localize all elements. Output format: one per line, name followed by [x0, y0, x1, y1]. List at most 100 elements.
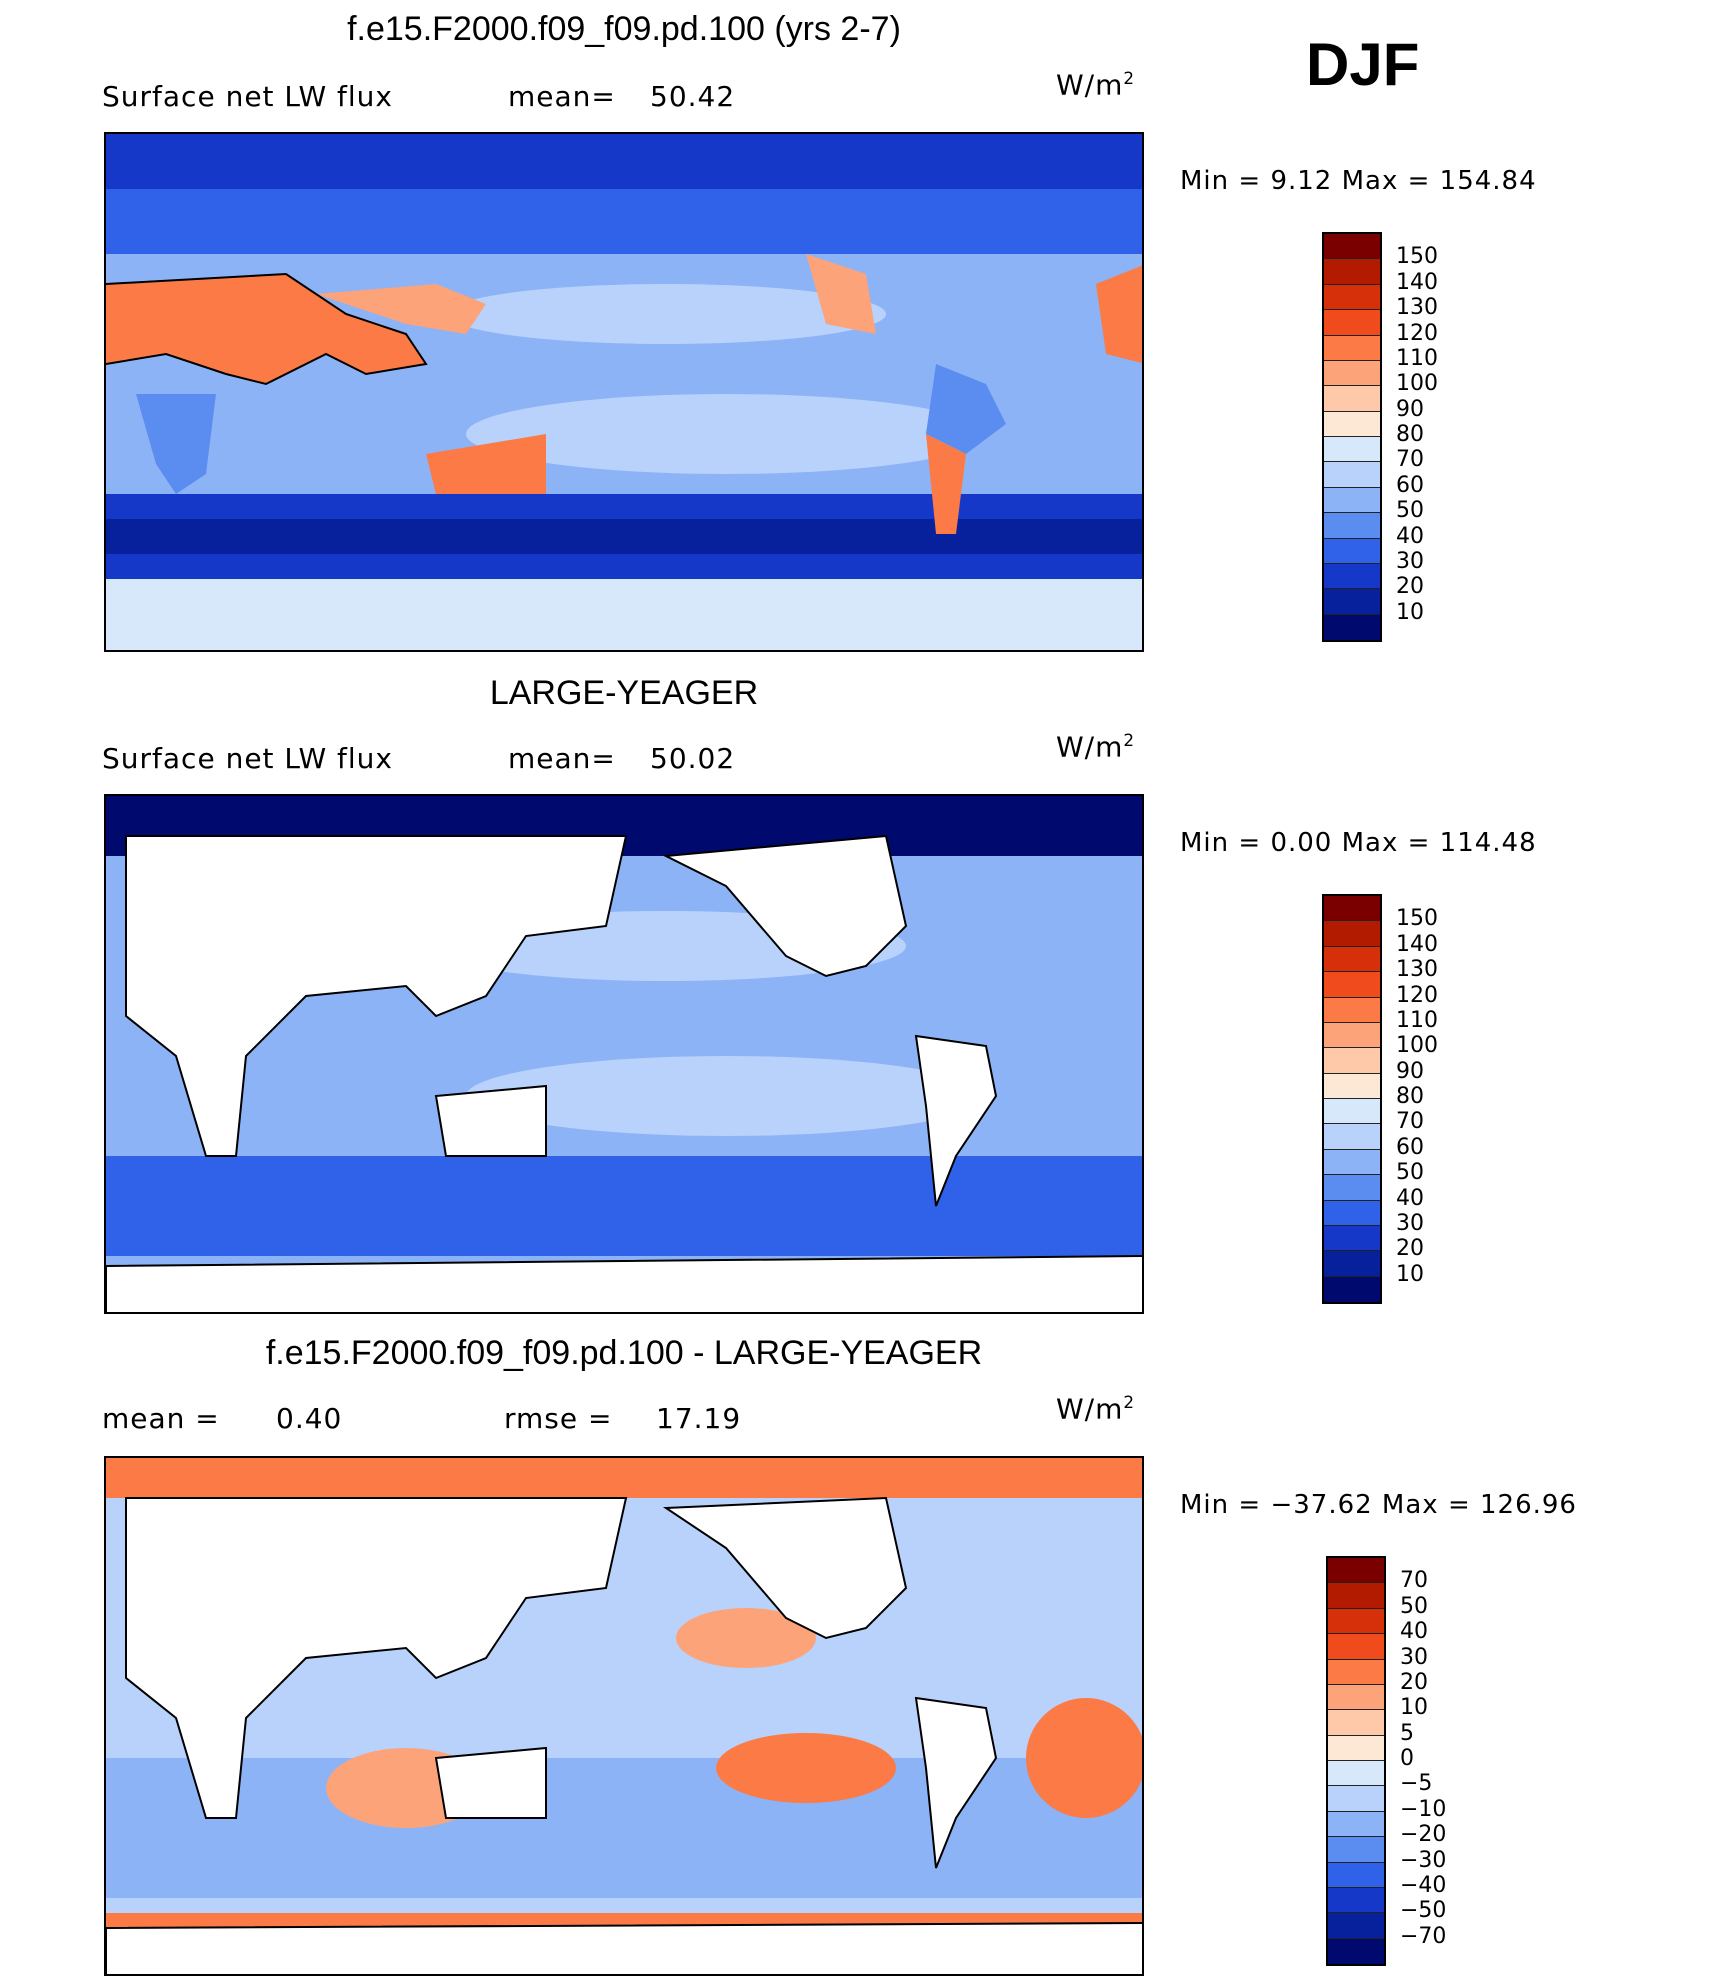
panel-3-colorbar — [1326, 1556, 1386, 1966]
asia-warm-region — [316, 284, 486, 334]
colorbar-swatch — [1328, 1558, 1384, 1584]
colorbar-swatch — [1324, 563, 1380, 590]
colorbar-swatch — [1328, 1837, 1384, 1863]
colorbar-tick-label: 140 — [1396, 931, 1438, 957]
north-pacific-positive — [676, 1608, 816, 1668]
colorbar-tick-label: 60 — [1396, 1134, 1424, 1160]
panel-1-variable-label: Surface net LW flux — [102, 80, 393, 113]
north-america-west — [806, 254, 876, 334]
colorbar-tick-label: 120 — [1396, 320, 1438, 346]
colorbar-swatch — [1328, 1608, 1384, 1635]
colorbar-swatch — [1324, 589, 1380, 615]
colorbar-tick-label: 20 — [1396, 574, 1424, 600]
colorbar-tick-label: −5 — [1400, 1771, 1433, 1797]
panel-2-units-exp: 2 — [1123, 730, 1136, 750]
colorbar-tick-label: 90 — [1396, 1058, 1424, 1084]
panel-2-variable-label: Surface net LW flux — [102, 742, 393, 775]
panel-2-mean-value: 50.02 — [650, 742, 736, 775]
colorbar-tick-label: 30 — [1396, 1210, 1424, 1236]
colorbar-tick-label: 110 — [1396, 1007, 1438, 1033]
south-america-tropics — [926, 364, 1006, 454]
colorbar-swatch — [1324, 1225, 1380, 1252]
panel-1-mean-label: mean= — [508, 80, 616, 113]
colorbar-swatch — [1324, 946, 1380, 973]
colorbar-tick-label: −70 — [1400, 1923, 1447, 1949]
colorbar-swatch — [1328, 1913, 1384, 1939]
colorbar-swatch — [1324, 437, 1380, 463]
panel-1-map — [104, 132, 1144, 652]
colorbar-swatch — [1324, 1048, 1380, 1074]
panel-3-rmse-label: rmse = — [504, 1402, 613, 1435]
panel-2-colorbar — [1322, 894, 1382, 1304]
colorbar-swatch — [1328, 1684, 1384, 1711]
colorbar-tick-label: 5 — [1400, 1720, 1414, 1746]
colorbar-swatch — [1328, 1761, 1384, 1787]
colorbar-swatch — [1324, 284, 1380, 311]
south-pacific-band — [466, 394, 986, 474]
colorbar-swatch — [1328, 1583, 1384, 1609]
colorbar-tick-label: 20 — [1396, 1236, 1424, 1262]
colorbar-tick-label: −10 — [1400, 1796, 1447, 1822]
colorbar-swatch — [1324, 997, 1380, 1023]
panel-3-min-max: Min = −37.62 Max = 126.96 — [1180, 1490, 1577, 1520]
panel-3-map — [104, 1456, 1144, 1976]
colorbar-swatch — [1324, 310, 1380, 336]
colorbar-swatch — [1324, 1276, 1380, 1302]
colorbar-tick-label: 140 — [1396, 269, 1438, 295]
panel-2-units-base: W/m — [1056, 730, 1124, 764]
colorbar-swatch — [1324, 1175, 1380, 1201]
colorbar-tick-label: 70 — [1400, 1568, 1428, 1594]
south-america-land — [914, 1696, 998, 1869]
colorbar-tick-label: 70 — [1396, 447, 1424, 473]
australia-land — [434, 1746, 547, 1819]
panel-2-title: LARGE-YEAGER — [489, 674, 759, 712]
colorbar-swatch — [1328, 1938, 1384, 1964]
colorbar-swatch — [1324, 538, 1380, 564]
panel-2-mean-label: mean= — [508, 742, 616, 775]
colorbar-tick-label: 130 — [1396, 957, 1438, 983]
panel-3-units-exp: 2 — [1123, 1392, 1136, 1412]
colorbar-swatch — [1324, 360, 1380, 387]
antarctica-band — [106, 579, 1142, 650]
colorbar-tick-label: 0 — [1400, 1746, 1414, 1771]
south-pacific-band — [466, 1056, 986, 1136]
colorbar-tick-label: −30 — [1400, 1847, 1447, 1873]
colorbar-swatch — [1324, 896, 1380, 922]
colorbar-tick-label: −40 — [1400, 1872, 1447, 1898]
australia-warm — [426, 434, 546, 494]
north-america-land — [662, 834, 908, 978]
colorbar-swatch — [1324, 513, 1380, 539]
colorbar-swatch — [1324, 462, 1380, 488]
arctic-band — [106, 1458, 1142, 1498]
colorbar-swatch — [1328, 1659, 1384, 1685]
colorbar-tick-label: 80 — [1396, 1084, 1424, 1109]
colorbar-swatch — [1324, 411, 1380, 437]
panel-3-mean-label: mean = — [102, 1402, 220, 1435]
panel-1-units: W/m2 — [1056, 68, 1135, 101]
colorbar-tick-label: −20 — [1400, 1822, 1447, 1848]
south-america-land — [914, 1034, 998, 1207]
colorbar-tick-label: 50 — [1396, 1160, 1424, 1186]
panel-3-rmse-value: 17.19 — [656, 1402, 742, 1435]
panel-2-min-max: Min = 0.00 Max = 114.48 — [1180, 828, 1537, 858]
colorbar-swatch — [1324, 972, 1380, 998]
colorbar-tick-label: 70 — [1396, 1109, 1424, 1135]
colorbar-tick-label: 10 — [1396, 1261, 1424, 1287]
colorbar-swatch — [1324, 259, 1380, 285]
colorbar-swatch — [1328, 1710, 1384, 1736]
antarctica-land — [106, 1922, 1142, 1974]
colorbar-tick-label: 30 — [1400, 1644, 1428, 1670]
panel-3-map-svg — [106, 1458, 1142, 1974]
colorbar-swatch — [1324, 1124, 1380, 1150]
colorbar-tick-label: 100 — [1396, 1033, 1438, 1059]
panel-1-map-svg — [106, 134, 1142, 650]
south-pacific-positive — [716, 1733, 896, 1803]
antarctica-land — [106, 1255, 1142, 1312]
southern-band — [106, 1758, 1142, 1898]
colorbar-tick-label: 10 — [1396, 599, 1424, 625]
colorbar-tick-label: 40 — [1396, 523, 1424, 549]
colorbar-tick-label: 100 — [1396, 371, 1438, 397]
panel-3-units-base: W/m — [1056, 1392, 1124, 1426]
colorbar-tick-label: 50 — [1400, 1593, 1428, 1619]
eurasia-africa-land — [125, 835, 628, 1157]
